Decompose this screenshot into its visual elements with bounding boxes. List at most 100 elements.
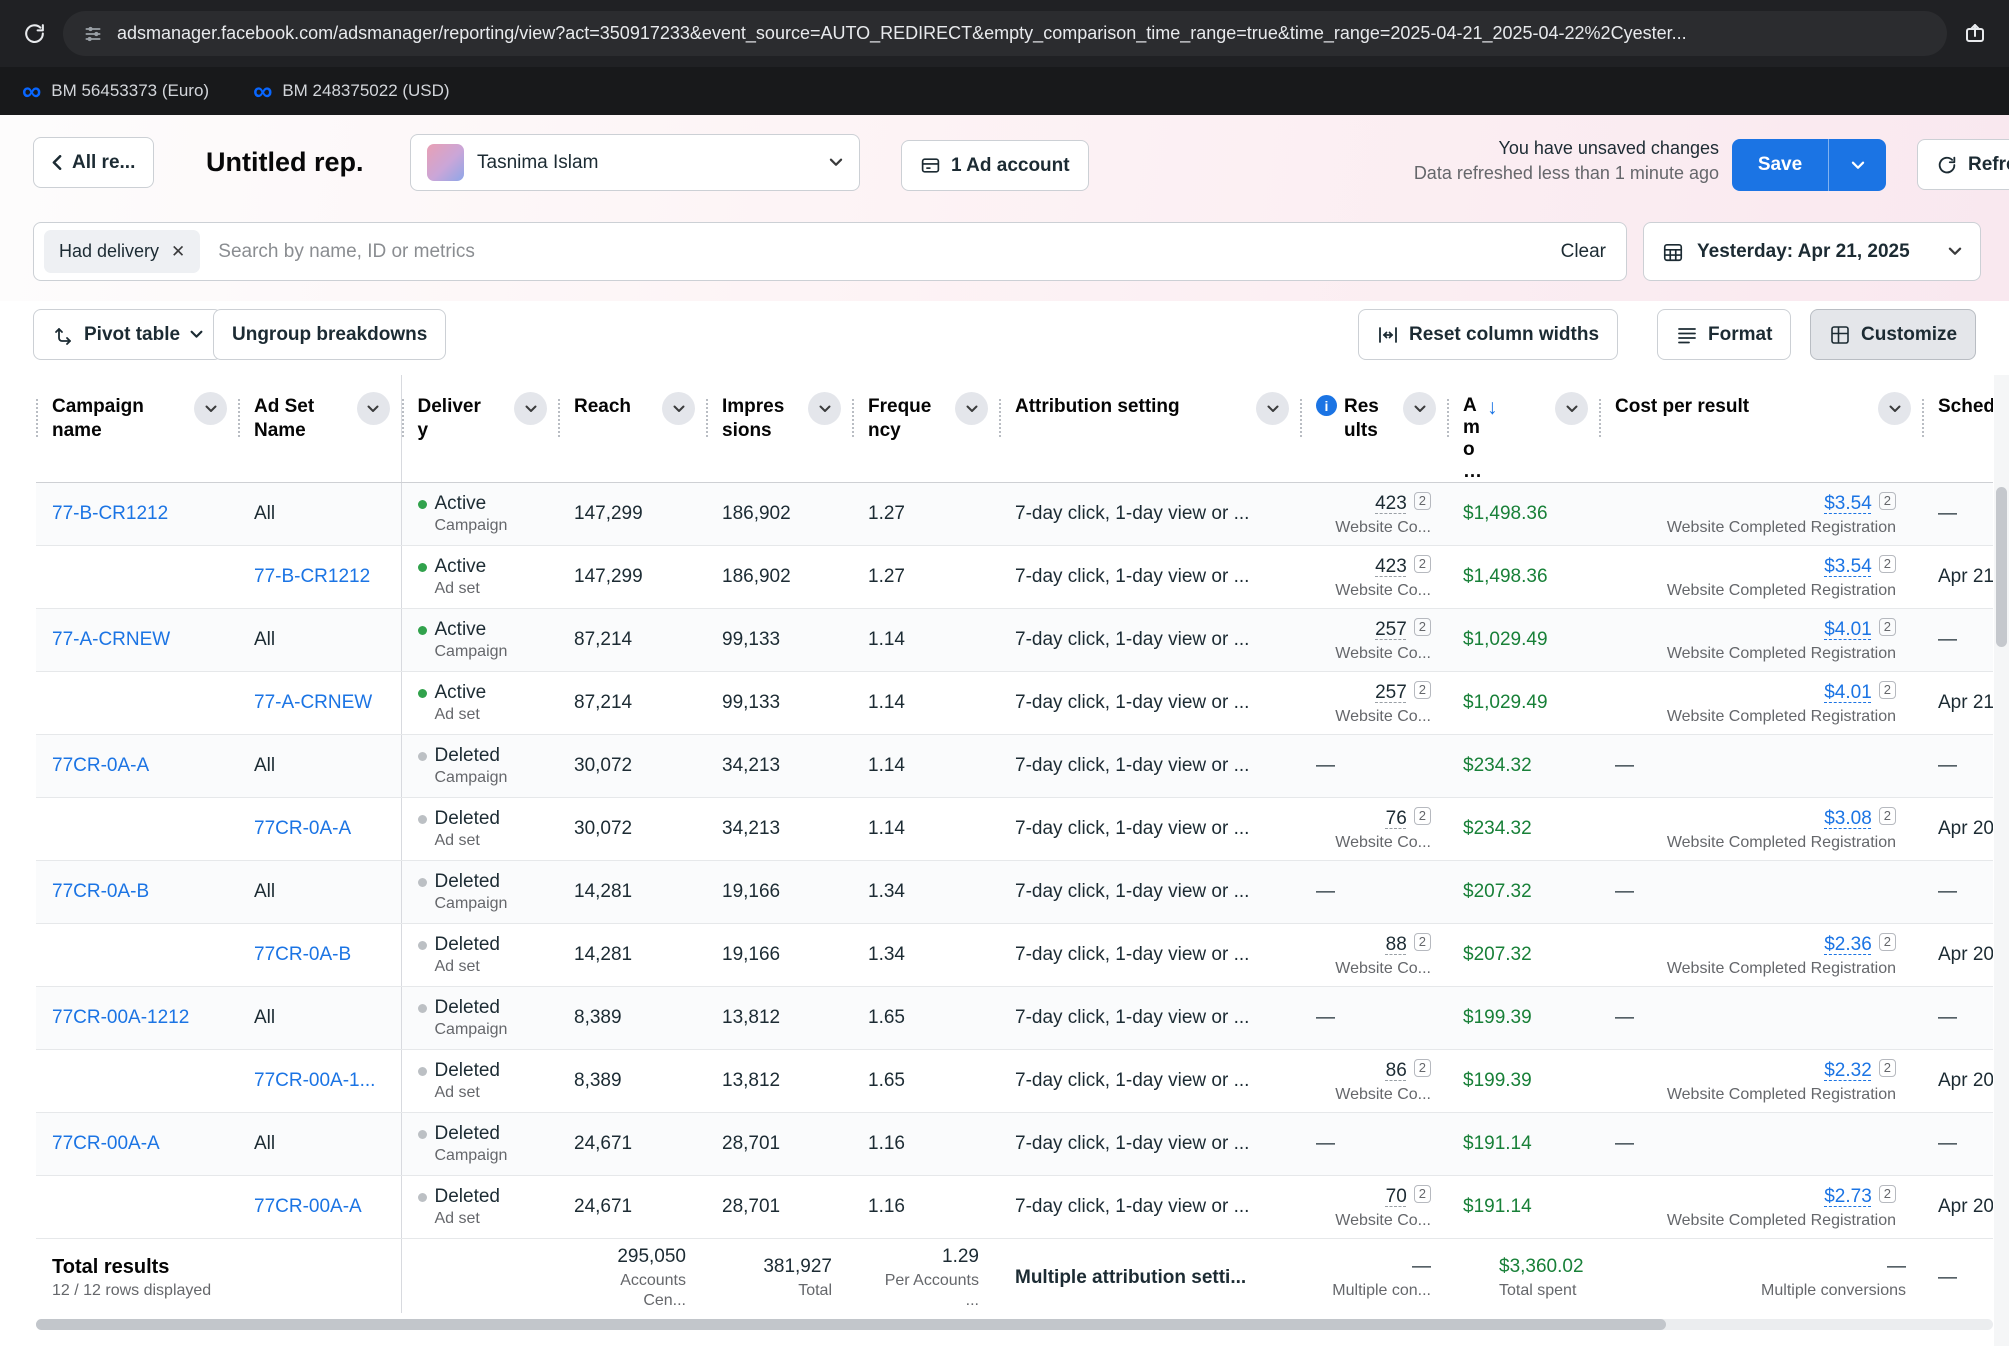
save-options-button[interactable] [1828,139,1886,191]
results-value[interactable]: 76 [1385,807,1407,829]
table-row[interactable]: 77CR-0A-B Deleted Ad set 14,281 19,166 1.… [36,923,1993,988]
column-menu-icon[interactable] [1555,392,1588,425]
column-header-adset-name[interactable]: Ad Set Name [238,375,402,484]
table-row[interactable]: 77CR-0A-B All Deleted Campaign 14,281 19,… [36,860,1993,925]
info-icon[interactable]: i [1316,395,1337,416]
results-value[interactable]: 88 [1385,933,1407,955]
results-value[interactable]: 86 [1385,1059,1407,1081]
conversion-count-badge[interactable]: 2 [1413,1058,1431,1077]
column-header-campaign-name[interactable]: Campaign name [36,375,238,484]
column-header-cost-per-result[interactable]: Cost per result [1599,375,1922,484]
ad-account-selector[interactable]: Tasnima Islam [410,134,860,191]
column-header-results[interactable]: i Results [1300,375,1447,484]
conversion-count-badge[interactable]: 2 [1413,554,1431,573]
ad-account-count-button[interactable]: 1 Ad account [901,140,1089,191]
results-value[interactable]: 257 [1375,681,1407,703]
cost-per-result-link[interactable]: $2.36 [1824,933,1872,955]
adset-name-link[interactable]: 77-A-CRNEW [254,692,373,714]
adset-name-link[interactable]: 77CR-00A-1... [254,1070,376,1092]
column-header-impressions[interactable]: Impressions [706,375,852,484]
date-range-picker[interactable]: Yesterday: Apr 21, 2025 [1643,222,1981,281]
conversion-count-badge[interactable]: 2 [1878,806,1896,825]
campaign-name-link[interactable]: 77-A-CRNEW [52,629,171,651]
url-bar[interactable]: adsmanager.facebook.com/adsmanager/repor… [63,11,1947,56]
horizontal-scrollbar[interactable] [36,1319,1993,1330]
table-row[interactable]: 77CR-00A-A Deleted Ad set 24,671 28,701 1… [36,1175,1993,1240]
adset-name-link[interactable]: 77-B-CR1212 [254,566,371,588]
table-row[interactable]: 77CR-00A-A All Deleted Campaign 24,671 28… [36,1112,1993,1177]
search-input[interactable] [218,240,1543,263]
conversion-count-badge[interactable]: 2 [1413,617,1431,636]
results-value[interactable]: 423 [1375,492,1407,514]
campaign-name-link[interactable]: 77CR-00A-A [52,1133,160,1155]
conversion-count-badge[interactable]: 2 [1413,1184,1431,1203]
clear-filters-link[interactable]: Clear [1560,240,1606,262]
ungroup-breakdowns-button[interactable]: Ungroup breakdowns [213,309,447,360]
refresh-button[interactable]: Refresh [1917,139,2009,190]
table-row[interactable]: 77CR-0A-A All Deleted Campaign 30,072 34,… [36,734,1993,799]
reset-column-widths-button[interactable]: Reset column widths [1358,309,1619,360]
campaign-name-link[interactable]: 77-B-CR1212 [52,503,169,525]
campaign-name-link[interactable]: 77CR-0A-B [52,881,150,903]
vertical-scrollbar[interactable] [1994,375,2009,1346]
campaign-name-link[interactable]: 77CR-00A-1212 [52,1007,190,1029]
filter-chip-had-delivery[interactable]: Had delivery ✕ [44,230,201,273]
send-to-device-button[interactable] [1963,22,1987,46]
cost-per-result-link[interactable]: $2.73 [1824,1185,1872,1207]
column-menu-icon[interactable] [1403,392,1436,425]
results-value[interactable]: 70 [1385,1185,1407,1207]
table-row[interactable]: 77CR-0A-A Deleted Ad set 30,072 34,213 1.… [36,797,1993,862]
column-menu-icon[interactable] [955,392,988,425]
conversion-count-badge[interactable]: 2 [1878,491,1896,510]
column-header-reach[interactable]: Reach [558,375,706,484]
column-header-attribution-setting[interactable]: Attribution setting [999,375,1300,484]
adset-name-link[interactable]: 77CR-0A-B [254,944,352,966]
site-settings-icon[interactable] [83,24,103,44]
conversion-count-badge[interactable]: 2 [1413,680,1431,699]
vertical-scrollbar-thumb[interactable] [1996,487,2007,647]
results-value[interactable]: 423 [1375,555,1407,577]
cost-per-result-link[interactable]: $3.54 [1824,492,1872,514]
table-row[interactable]: 77-A-CRNEW All Active Campaign 87,214 99,… [36,608,1993,673]
conversion-count-badge[interactable]: 2 [1413,806,1431,825]
conversion-count-badge[interactable]: 2 [1878,680,1896,699]
conversion-count-badge[interactable]: 2 [1878,554,1896,573]
horizontal-scrollbar-thumb[interactable] [36,1319,1666,1330]
cost-per-result-link[interactable]: $4.01 [1824,681,1872,703]
conversion-count-badge[interactable]: 2 [1878,617,1896,636]
cost-per-result-link[interactable]: $3.08 [1824,807,1872,829]
column-menu-icon[interactable] [1878,392,1911,425]
format-button[interactable]: Format [1657,309,1792,360]
column-menu-icon[interactable] [514,392,547,425]
conversion-count-badge[interactable]: 2 [1878,1184,1896,1203]
column-menu-icon[interactable] [194,392,227,425]
column-header-amount-spent[interactable]: Amo… ↓ [1447,375,1599,484]
cost-per-result-link[interactable]: $4.01 [1824,618,1872,640]
table-row[interactable]: 77-B-CR1212 All Active Campaign 147,299 1… [36,482,1993,547]
table-row[interactable]: 77CR-00A-1212 All Deleted Campaign 8,389 … [36,986,1993,1051]
table-row[interactable]: 77CR-00A-1... Deleted Ad set 8,389 13,812… [36,1049,1993,1114]
reload-button[interactable] [22,21,47,46]
back-to-all-reports-button[interactable]: All re... [33,137,155,188]
adset-name-link[interactable]: 77CR-00A-A [254,1196,362,1218]
cost-per-result-link[interactable]: $3.54 [1824,555,1872,577]
adset-name-link[interactable]: 77CR-0A-A [254,818,352,840]
conversion-count-badge[interactable]: 2 [1878,932,1896,951]
results-value[interactable]: 257 [1375,618,1407,640]
table-row[interactable]: 77-A-CRNEW Active Ad set 87,214 99,133 1.… [36,671,1993,736]
column-menu-icon[interactable] [662,392,695,425]
campaign-name-link[interactable]: 77CR-0A-A [52,755,150,777]
customize-button[interactable]: Customize [1810,309,1977,360]
table-row[interactable]: 77-B-CR1212 Active Ad set 147,299 186,902… [36,545,1993,610]
column-header-delivery[interactable]: Delivery [401,375,558,484]
business-account-tab-euro[interactable]: ∞ BM 56453373 (Euro) [22,77,209,105]
business-account-tab-usd[interactable]: ∞ BM 248375022 (USD) [253,77,450,105]
save-button[interactable]: Save [1732,139,1828,191]
conversion-count-badge[interactable]: 2 [1413,491,1431,510]
column-menu-icon[interactable] [808,392,841,425]
column-header-schedule[interactable]: Schedule [1922,375,1993,484]
column-menu-icon[interactable] [1256,392,1289,425]
remove-filter-icon[interactable]: ✕ [171,241,186,261]
pivot-table-dropdown[interactable]: Pivot table [33,309,223,360]
column-header-frequency[interactable]: Frequency [852,375,999,484]
